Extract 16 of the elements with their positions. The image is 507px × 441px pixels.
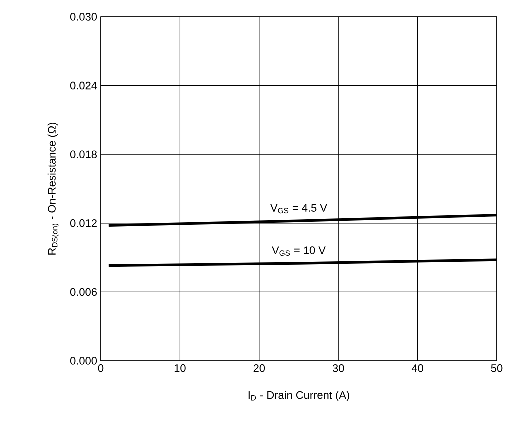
x-axis-title: I$_{D}$ - Drain Current (A) bbox=[248, 391, 350, 402]
series-label: V$_{GS}$ = 10 V bbox=[272, 246, 326, 256]
y-tick-label: 0.024 bbox=[70, 82, 98, 90]
y-tick-label: 0.012 bbox=[70, 220, 97, 228]
y-tick-label: 0.018 bbox=[70, 150, 97, 158]
y-axis-title: R$_{DS(on)}$ - On-Resistance (Ω) bbox=[48, 122, 60, 255]
x-tick-label: 20 bbox=[254, 364, 266, 372]
x-tick-label: 0 bbox=[98, 364, 104, 372]
x-tick-label: 50 bbox=[491, 364, 503, 372]
series-label: V$_{GS}$ = 4.5 V bbox=[270, 204, 328, 214]
x-tick-label: 30 bbox=[332, 364, 344, 372]
y-tick-label: 0.006 bbox=[70, 288, 97, 296]
y-tick-label: 0.000 bbox=[70, 357, 98, 365]
y-tick-label: 0.030 bbox=[70, 13, 98, 21]
x-tick-label: 40 bbox=[412, 364, 424, 372]
x-tick-label: 10 bbox=[174, 364, 186, 372]
